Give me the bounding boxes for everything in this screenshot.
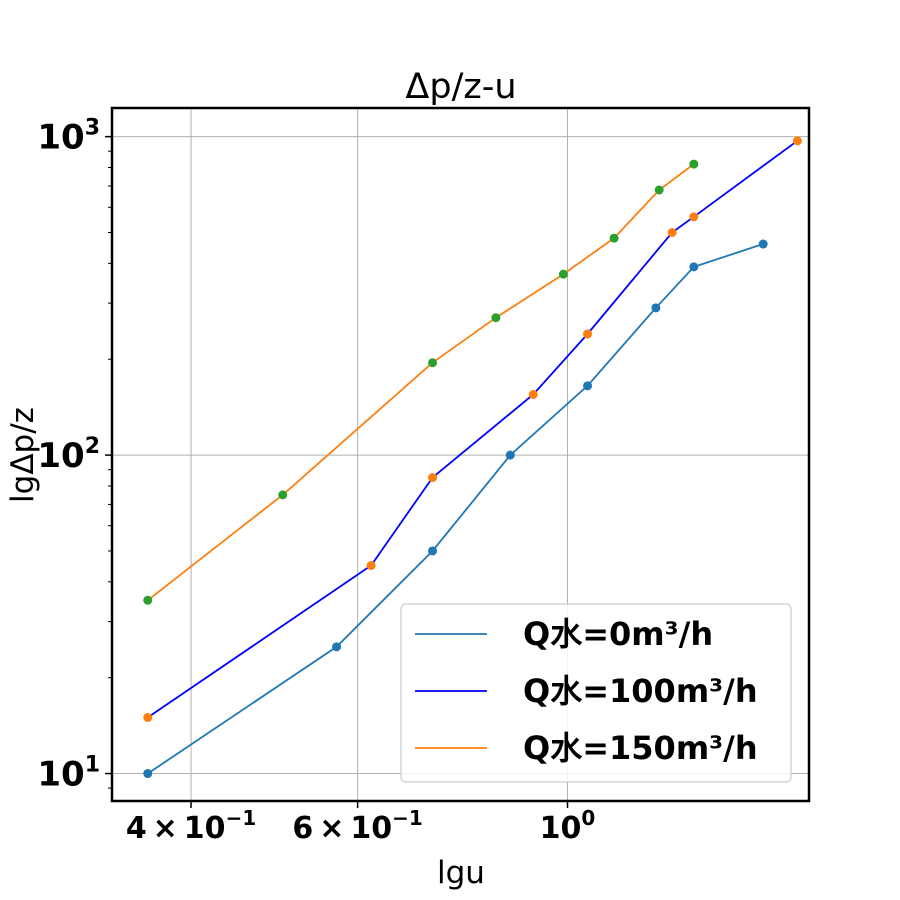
data-point — [792, 136, 802, 146]
data-point — [528, 389, 538, 399]
data-point — [428, 546, 438, 556]
data-point — [143, 712, 153, 722]
data-point — [583, 329, 593, 339]
data-point — [143, 595, 153, 605]
y-tick-label: 101 — [37, 753, 100, 795]
data-point — [505, 450, 515, 460]
chart-title: Δp/z-u — [405, 67, 516, 107]
legend-label: Q水=0m³/h — [523, 615, 713, 653]
x-axis-ticks: 4 × 10−1 6 × 10−1 100 — [126, 801, 596, 846]
x-tick-label: 6 × 10−1 — [292, 806, 422, 846]
x-tick-label: 100 — [540, 806, 596, 846]
x-axis-label: lgu — [437, 855, 485, 891]
data-point — [366, 561, 376, 571]
data-point — [689, 262, 699, 272]
legend: Q水=0m³/h Q水=100m³/h Q水=150m³/h — [400, 603, 792, 783]
series-markers — [143, 136, 802, 779]
data-point — [583, 381, 593, 391]
x-tick-label: 4 × 10−1 — [126, 806, 256, 846]
y-axis-ticks: 101 102 103 — [37, 116, 112, 795]
data-point — [654, 185, 664, 195]
data-point — [278, 490, 288, 500]
data-point — [558, 269, 568, 279]
data-point — [491, 313, 501, 323]
data-point — [428, 473, 438, 483]
y-tick-label: 103 — [37, 116, 100, 158]
y-tick-label: 102 — [37, 434, 100, 476]
data-point — [428, 358, 438, 368]
data-point — [667, 227, 677, 237]
legend-label: Q水=100m³/h — [523, 672, 758, 710]
data-point — [689, 159, 699, 169]
y-axis-label: lgΔp/z — [5, 407, 41, 503]
data-point — [758, 239, 768, 249]
legend-label: Q水=150m³/h — [523, 729, 758, 767]
legend-box — [400, 603, 792, 783]
data-point — [651, 303, 661, 313]
series-line-0 — [147, 243, 764, 775]
data-point — [143, 769, 153, 779]
data-point — [609, 233, 619, 243]
data-point — [332, 642, 342, 652]
data-point — [689, 212, 699, 222]
series-line-2 — [147, 163, 695, 602]
